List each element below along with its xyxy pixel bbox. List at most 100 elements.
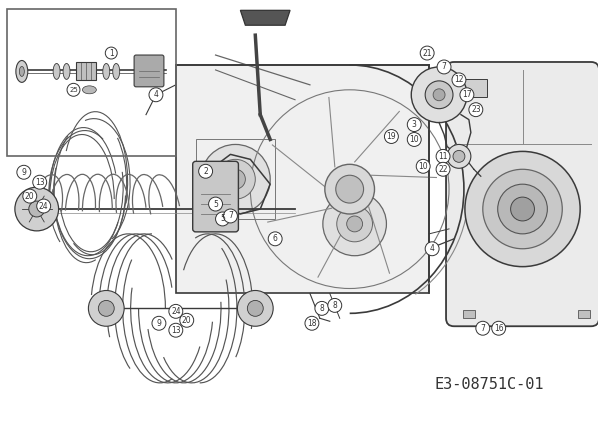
Circle shape xyxy=(436,162,450,176)
Circle shape xyxy=(385,130,398,143)
Text: 7: 7 xyxy=(442,62,446,72)
Text: 9: 9 xyxy=(22,168,26,177)
Bar xyxy=(578,310,590,318)
Circle shape xyxy=(305,316,319,330)
Ellipse shape xyxy=(16,61,28,82)
Circle shape xyxy=(483,169,562,249)
FancyBboxPatch shape xyxy=(446,62,599,326)
Text: 8: 8 xyxy=(319,304,324,313)
Text: 19: 19 xyxy=(386,132,396,141)
Text: 5: 5 xyxy=(213,200,218,209)
Circle shape xyxy=(492,321,506,335)
Circle shape xyxy=(425,242,439,256)
Text: 12: 12 xyxy=(454,75,464,84)
Circle shape xyxy=(17,165,31,179)
Text: 24: 24 xyxy=(171,307,181,316)
Text: 20: 20 xyxy=(25,192,35,201)
Bar xyxy=(463,310,475,318)
Circle shape xyxy=(453,151,465,162)
Circle shape xyxy=(33,175,47,189)
Circle shape xyxy=(469,103,483,117)
Text: 8: 8 xyxy=(332,301,337,310)
Circle shape xyxy=(247,301,263,316)
Circle shape xyxy=(511,197,535,221)
Circle shape xyxy=(23,189,37,203)
Text: 13: 13 xyxy=(35,178,44,187)
Circle shape xyxy=(169,323,183,337)
Circle shape xyxy=(88,290,124,326)
Bar xyxy=(76,62,97,80)
Ellipse shape xyxy=(63,64,70,79)
Text: 16: 16 xyxy=(494,324,503,333)
Text: 21: 21 xyxy=(422,49,432,58)
Text: 25: 25 xyxy=(69,87,78,93)
Circle shape xyxy=(67,84,80,96)
Text: 1: 1 xyxy=(109,49,113,58)
Circle shape xyxy=(152,316,166,330)
Circle shape xyxy=(169,304,183,318)
Bar xyxy=(176,65,429,293)
Circle shape xyxy=(436,149,450,163)
Circle shape xyxy=(465,151,580,267)
Circle shape xyxy=(105,47,117,59)
Circle shape xyxy=(407,133,421,146)
Text: 10: 10 xyxy=(409,135,419,144)
Text: 7: 7 xyxy=(481,324,485,333)
Circle shape xyxy=(199,165,212,178)
Circle shape xyxy=(315,301,329,315)
Ellipse shape xyxy=(113,64,119,79)
Circle shape xyxy=(209,197,223,211)
Circle shape xyxy=(98,301,114,316)
Circle shape xyxy=(447,145,471,168)
Circle shape xyxy=(180,313,194,327)
Circle shape xyxy=(416,159,430,173)
Circle shape xyxy=(224,209,238,223)
Bar xyxy=(457,79,487,97)
Circle shape xyxy=(407,117,421,131)
Ellipse shape xyxy=(103,64,110,79)
Circle shape xyxy=(452,73,466,87)
Circle shape xyxy=(215,159,255,199)
Text: 6: 6 xyxy=(273,234,278,243)
Circle shape xyxy=(411,67,467,123)
Circle shape xyxy=(149,88,163,102)
Circle shape xyxy=(215,212,229,226)
Text: 2: 2 xyxy=(203,167,208,176)
Text: 18: 18 xyxy=(307,319,317,328)
Text: 5: 5 xyxy=(220,215,225,223)
Circle shape xyxy=(268,232,282,246)
Circle shape xyxy=(337,206,373,242)
Ellipse shape xyxy=(82,86,97,94)
Circle shape xyxy=(15,187,59,231)
Bar xyxy=(7,9,176,156)
Bar xyxy=(196,139,275,219)
Circle shape xyxy=(425,81,453,109)
Circle shape xyxy=(226,169,245,189)
Text: 3: 3 xyxy=(412,120,416,129)
Circle shape xyxy=(497,184,547,234)
Text: 22: 22 xyxy=(439,165,448,174)
Text: 20: 20 xyxy=(182,316,191,325)
Circle shape xyxy=(325,165,374,214)
Text: 13: 13 xyxy=(171,326,181,335)
Circle shape xyxy=(200,145,270,214)
Circle shape xyxy=(323,192,386,256)
Circle shape xyxy=(336,175,364,203)
Circle shape xyxy=(433,89,445,101)
Text: 4: 4 xyxy=(430,244,434,253)
Text: 24: 24 xyxy=(39,201,49,211)
Text: 10: 10 xyxy=(418,162,428,171)
Text: 23: 23 xyxy=(471,105,481,114)
Circle shape xyxy=(29,201,44,217)
Text: 7: 7 xyxy=(228,212,233,220)
Circle shape xyxy=(420,46,434,60)
Circle shape xyxy=(347,216,362,232)
Text: E3-08751C-01: E3-08751C-01 xyxy=(434,377,544,392)
Text: 4: 4 xyxy=(154,90,158,99)
Circle shape xyxy=(37,199,50,213)
Circle shape xyxy=(476,321,490,335)
FancyBboxPatch shape xyxy=(193,162,238,232)
Text: 17: 17 xyxy=(462,90,472,99)
FancyBboxPatch shape xyxy=(134,55,164,87)
Circle shape xyxy=(238,290,273,326)
